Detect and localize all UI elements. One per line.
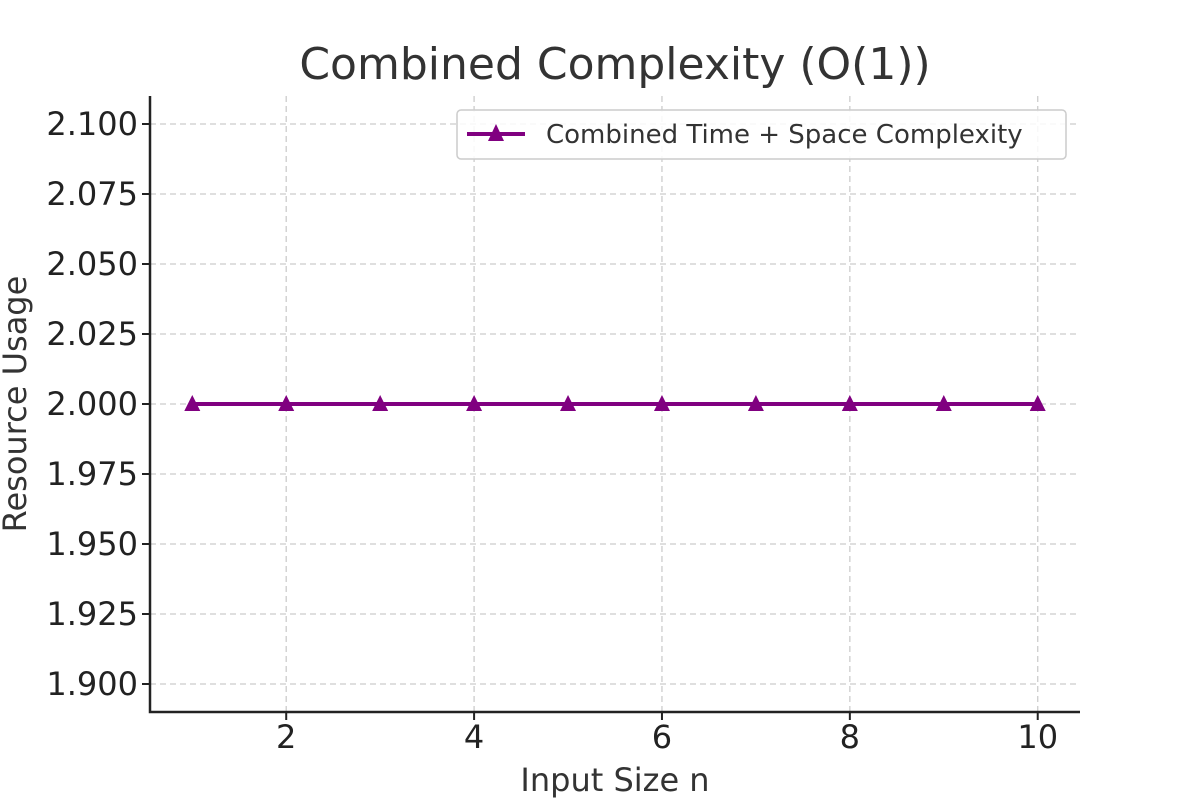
x-tick-label: 2: [276, 718, 296, 756]
series-layer: [184, 395, 1046, 411]
legend: Combined Time + Space Complexity: [456, 109, 1067, 160]
y-tick-label: 2.100: [46, 105, 138, 143]
y-tick-label: 2.050: [46, 245, 138, 283]
y-tick-label: 1.950: [46, 525, 138, 563]
data-point: [372, 395, 389, 411]
data-point: [184, 395, 201, 411]
legend-label: Combined Time + Space Complexity: [546, 120, 1023, 150]
data-point: [747, 395, 764, 411]
grid: [150, 96, 1080, 712]
data-point: [935, 395, 952, 411]
chart-title: Combined Complexity (O(1)): [299, 39, 930, 90]
y-tick-label: 1.975: [46, 455, 138, 493]
x-tick-label: 4: [464, 718, 484, 756]
x-axis-label: Input Size n: [520, 761, 709, 799]
axes: [148, 96, 1080, 714]
y-tick-label: 2.000: [46, 385, 138, 423]
y-tick-label: 2.025: [46, 315, 138, 353]
x-tick-label: 10: [1017, 718, 1058, 756]
legend-marker-triangle-icon: [488, 124, 504, 141]
x-tick-label: 8: [840, 718, 860, 756]
data-point: [278, 395, 295, 411]
y-axis-ticks: 1.900 1.925 1.950 1.975 2.000 2.025 2.050 2.075…: [46, 105, 150, 703]
data-point: [1029, 395, 1046, 411]
axes-spine: [148, 96, 1080, 714]
data-point: [560, 395, 577, 411]
legend-box: [456, 109, 1067, 160]
y-tick-label: 1.900: [46, 665, 138, 703]
x-axis-ticks: 2 4 6 8 10: [276, 712, 1058, 756]
y-tick-label: 1.925: [46, 595, 138, 633]
y-axis-label: Resource Usage: [0, 276, 34, 533]
data-point: [653, 395, 670, 411]
x-tick-label: 6: [652, 718, 672, 756]
data-point: [841, 395, 858, 411]
y-tick-label: 2.075: [46, 175, 138, 213]
data-point: [466, 395, 483, 411]
